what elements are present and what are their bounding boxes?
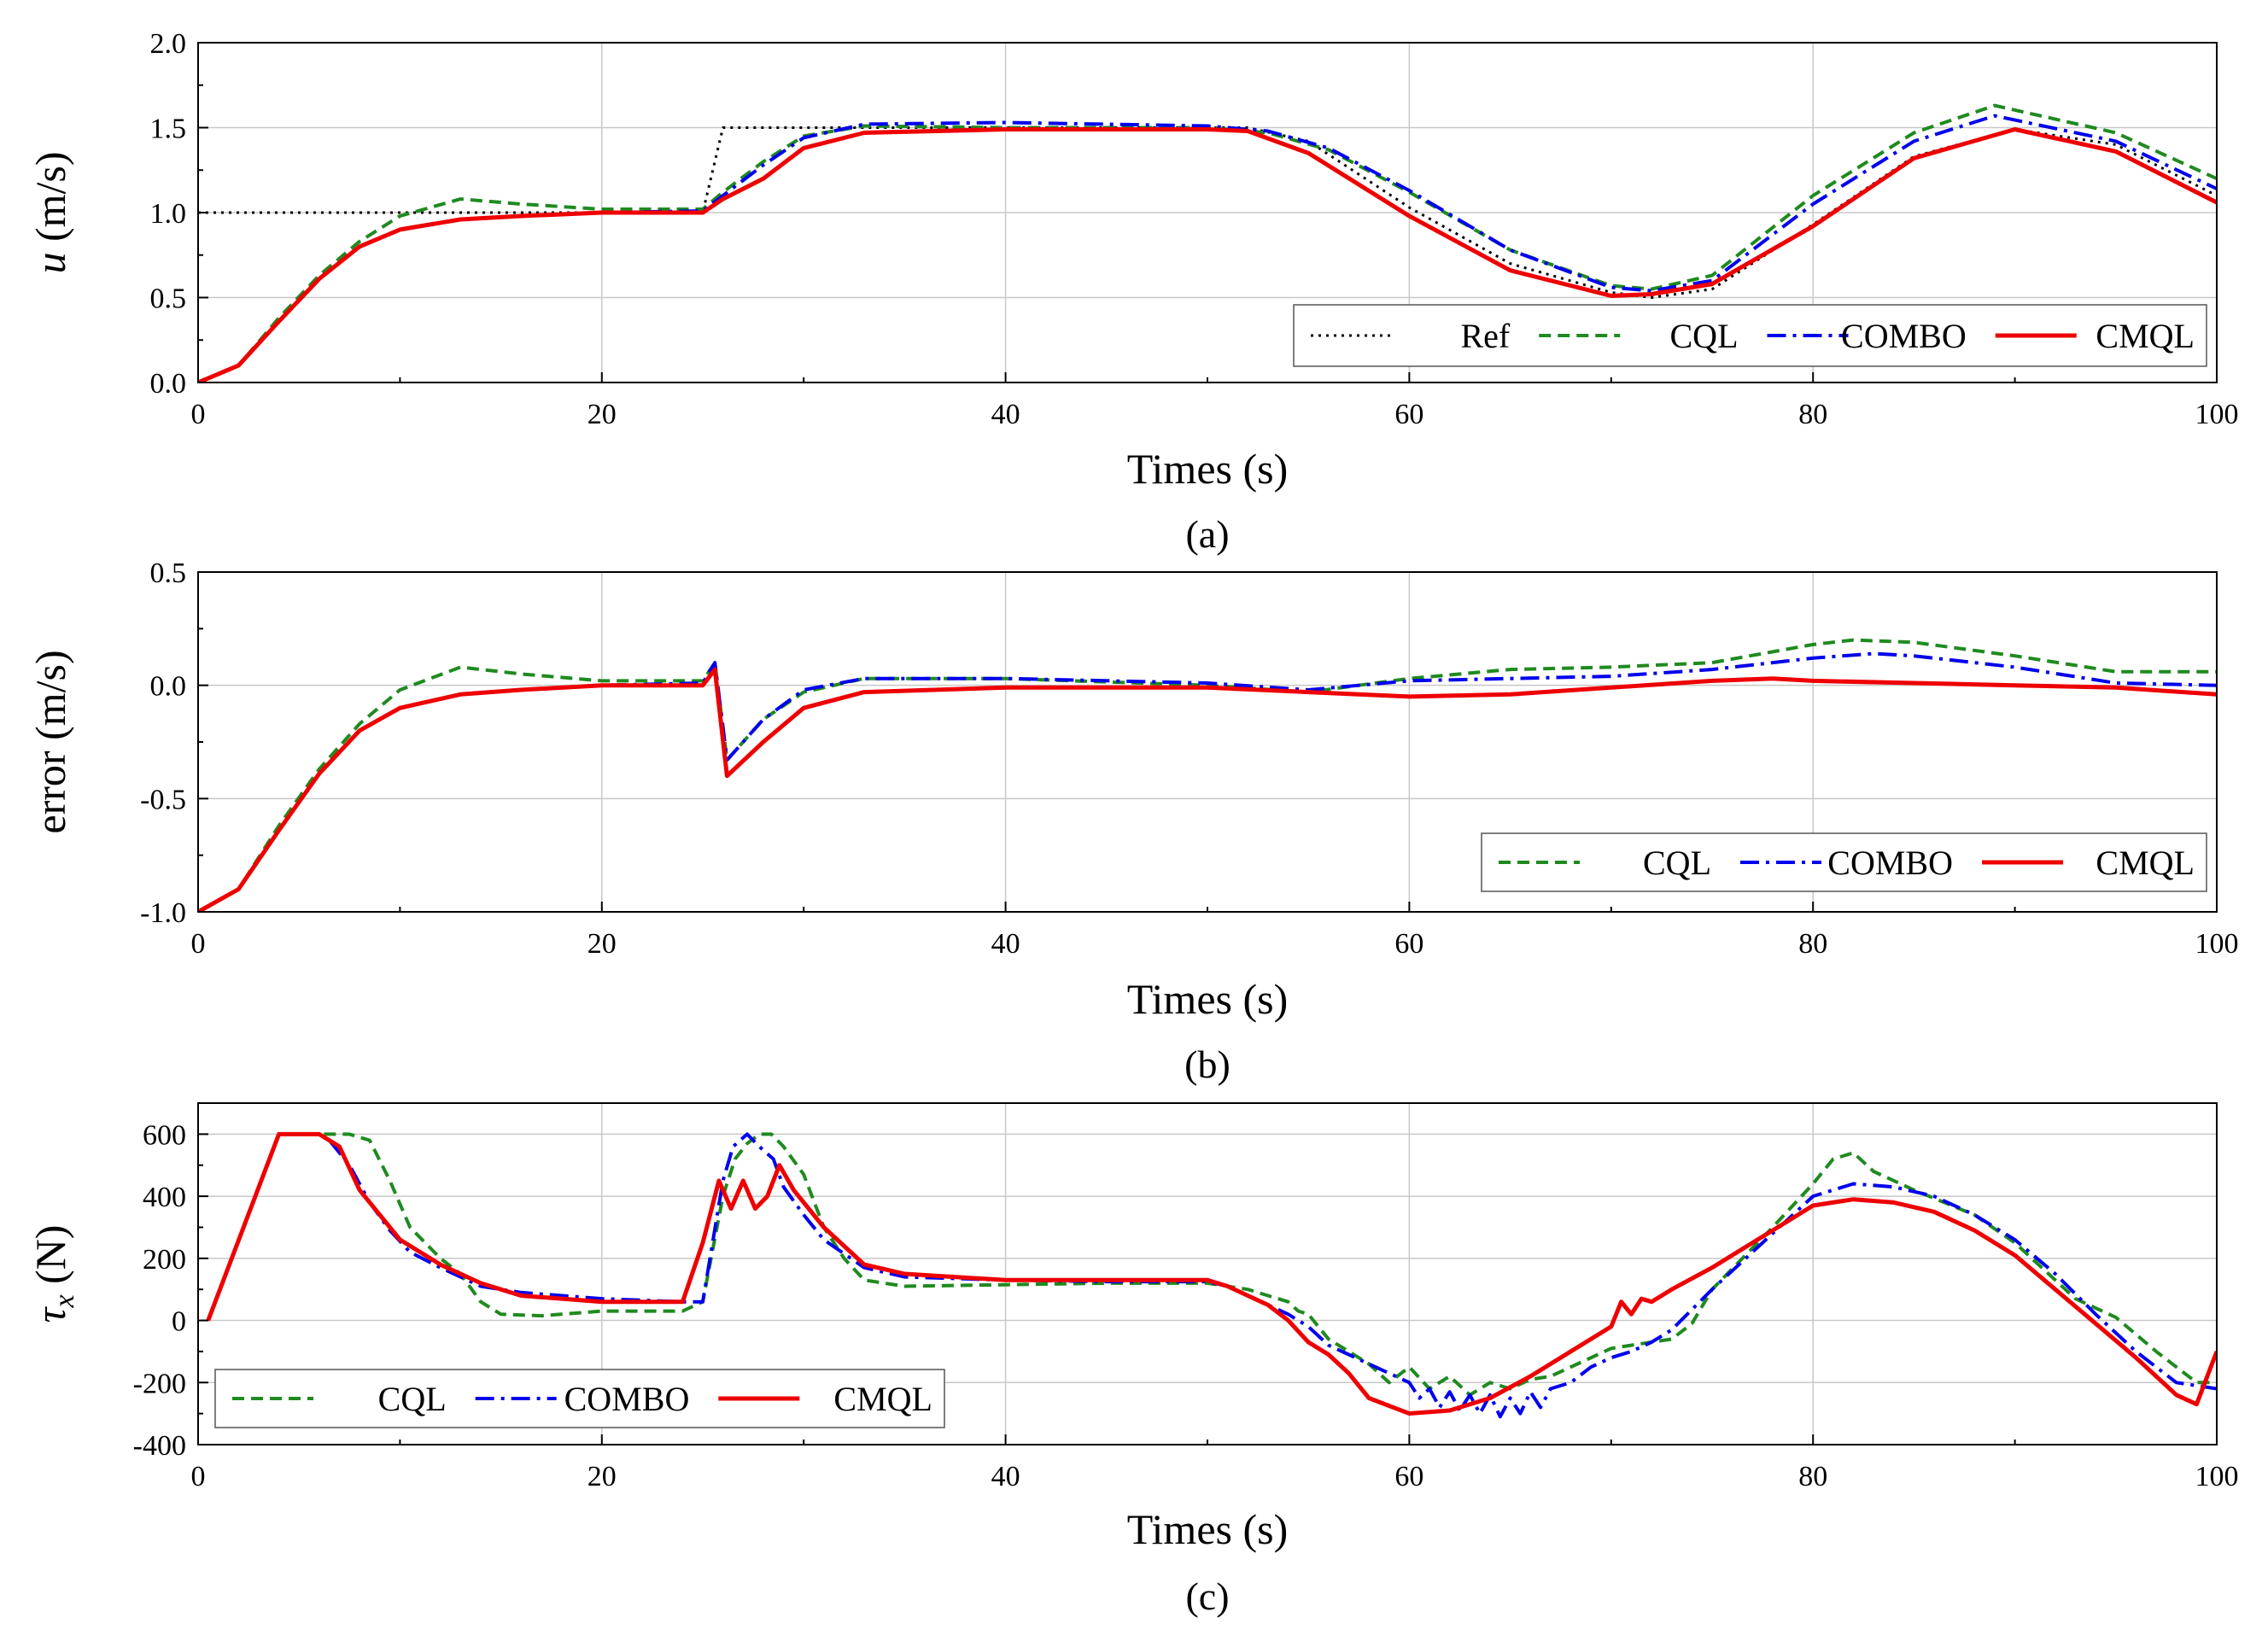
series-lines xyxy=(206,1131,2217,1419)
series-line-cmql xyxy=(198,127,2217,383)
legend-label-cmql: CMQL xyxy=(833,1380,932,1418)
panel-a: 0 20 40 60 80 100 0.0 0.5 1.0 1.5 2.0 Times (s) u… xyxy=(26,28,2239,556)
y-axis-title-a: u (m/s) xyxy=(26,151,74,273)
x-tick-label: 0 xyxy=(191,399,206,430)
x-tick-label: 80 xyxy=(1798,399,1827,430)
ticks-c xyxy=(197,1133,2218,1445)
plot-area-b xyxy=(198,638,2217,912)
x-tick-label: 20 xyxy=(587,1461,617,1492)
x-tick-label: 0 xyxy=(191,928,206,960)
y-tick-label: 1.5 xyxy=(150,114,187,145)
plot-area-c xyxy=(206,1131,2217,1419)
series-line-cql xyxy=(198,103,2217,383)
x-tick-label: 80 xyxy=(1798,1461,1827,1492)
legend-a: Ref CQL COMBO CMQL xyxy=(1293,304,2207,367)
y-tick-label: 200 xyxy=(143,1244,186,1276)
x-tick-label: 40 xyxy=(991,1461,1020,1492)
x-axis-title-c: Times (s) xyxy=(1127,1505,1288,1553)
x-tick-label: 60 xyxy=(1394,1461,1423,1492)
x-tick-label: 100 xyxy=(2195,399,2239,430)
y-tick-labels-c: -400 -200 0 200 400 600 xyxy=(133,1119,186,1462)
ticks-a xyxy=(197,42,2218,383)
caption-a: (a) xyxy=(1185,512,1229,556)
x-tick-label: 20 xyxy=(587,928,617,960)
caption-c: (c) xyxy=(1185,1574,1229,1618)
x-tick-labels-c: 0 20 40 60 80 100 xyxy=(191,1461,2239,1492)
y-tick-labels-a: 0.0 0.5 1.0 1.5 2.0 xyxy=(150,28,187,400)
y-axis-title-c-var: τ xyxy=(26,1305,74,1323)
series-line-combo xyxy=(206,1132,2217,1419)
caption-b: (b) xyxy=(1184,1042,1230,1086)
ticks-b xyxy=(197,571,2218,913)
y-axis-title-a-var: u xyxy=(26,253,74,274)
x-axis-title-b: Times (s) xyxy=(1127,975,1288,1023)
x-tick-label: 80 xyxy=(1798,928,1827,960)
y-tick-label: 0.0 xyxy=(150,368,187,400)
x-tick-labels-a: 0 20 40 60 80 100 xyxy=(191,399,2239,430)
series-lines xyxy=(198,638,2217,912)
legend-label-cmql: CMQL xyxy=(2096,844,2195,882)
y-tick-label: 400 xyxy=(143,1182,186,1213)
legend-label-cmql: CMQL xyxy=(2096,317,2195,355)
x-tick-label: 100 xyxy=(2195,1461,2239,1492)
x-tick-label: 40 xyxy=(991,928,1020,960)
legend-label-ref: Ref xyxy=(1460,317,1510,355)
y-tick-label: -0.5 xyxy=(140,784,186,815)
panel-c: 0 20 40 60 80 100 -400 -200 0 200 400 600 Times (s… xyxy=(26,1102,2239,1618)
y-tick-label: 2.0 xyxy=(150,28,187,60)
x-tick-label: 20 xyxy=(587,399,617,430)
y-tick-labels-b: -1.0 -0.5 0.0 0.5 xyxy=(140,558,186,929)
y-tick-label: 600 xyxy=(143,1119,186,1151)
legend-label-cql: CQL xyxy=(1670,317,1739,355)
series-line-cmql xyxy=(198,667,2217,912)
legend-label-combo: COMBO xyxy=(1841,317,1967,355)
y-axis-title-c-sub: x xyxy=(49,1294,80,1308)
x-tick-label: 100 xyxy=(2195,928,2239,960)
x-tick-label: 0 xyxy=(191,1461,206,1492)
legend-label-cql: CQL xyxy=(1643,844,1711,882)
legend-label-combo: COMBO xyxy=(1827,844,1953,882)
x-tick-label: 60 xyxy=(1394,399,1423,430)
series-line-cmql xyxy=(206,1131,2217,1416)
legend-label-combo: COMBO xyxy=(564,1380,690,1418)
y-tick-label: 0.5 xyxy=(150,558,187,589)
y-tick-label: 1.0 xyxy=(150,198,187,230)
series-line-cql xyxy=(206,1132,2217,1397)
y-axis-title-a-unit: (m/s) xyxy=(26,151,74,252)
y-tick-label: -200 xyxy=(133,1368,186,1399)
y-tick-label: 0.5 xyxy=(150,283,187,315)
y-axis-title-b: error (m/s) xyxy=(26,650,74,833)
plot-area-a xyxy=(198,103,2217,383)
x-tick-labels-b: 0 20 40 60 80 100 xyxy=(191,928,2239,960)
series-line-cql xyxy=(198,638,2217,912)
legend-b: CQL COMBO CMQL xyxy=(1481,832,2207,892)
y-axis-title-c-unit: (N) xyxy=(26,1225,74,1295)
y-axis-title-c: τx (N) xyxy=(26,1225,80,1323)
panel-b: 0 20 40 60 80 100 -1.0 -0.5 0.0 0.5 Times (s) er… xyxy=(26,558,2239,1086)
y-tick-label: 0.0 xyxy=(150,671,187,703)
x-tick-label: 40 xyxy=(991,399,1020,430)
y-tick-label: -1.0 xyxy=(140,897,186,929)
legend-label-cql: CQL xyxy=(378,1380,447,1418)
legend-box xyxy=(214,1369,945,1428)
legend-box xyxy=(1481,832,2207,892)
x-tick-label: 60 xyxy=(1394,928,1423,960)
legend-c: CQL COMBO CMQL xyxy=(214,1369,945,1428)
series-lines xyxy=(198,103,2217,383)
x-axis-title-a: Times (s) xyxy=(1127,445,1288,493)
y-tick-label: -400 xyxy=(133,1430,186,1462)
y-tick-label: 0 xyxy=(172,1306,186,1338)
